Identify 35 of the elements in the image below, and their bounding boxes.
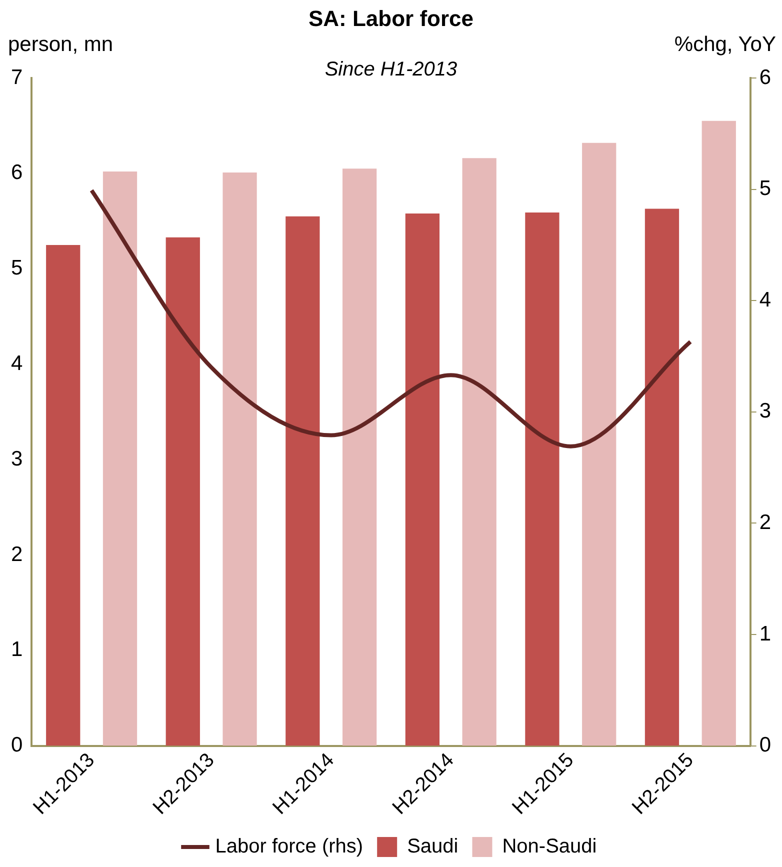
bar	[46, 244, 80, 746]
legend-label: Saudi	[407, 836, 458, 858]
y-tick-label: 5	[10, 256, 23, 280]
bar	[166, 237, 200, 746]
bar	[702, 120, 736, 746]
bar	[405, 213, 440, 746]
y-tick-label: 2	[10, 542, 23, 566]
bar	[342, 168, 377, 746]
bar	[644, 208, 680, 746]
y2-tick-label: 6	[759, 66, 772, 89]
y2-tick-label: 4	[759, 288, 772, 312]
y-axis-title: person, mn	[8, 32, 114, 56]
bar	[286, 216, 320, 746]
y-tick-label: 4	[10, 352, 23, 375]
y-tick-label: 0	[10, 734, 23, 757]
y-tick-label: 1	[10, 638, 23, 662]
legend-label: Labor force (rhs)	[215, 836, 364, 858]
bar	[525, 212, 560, 746]
y2-tick-label: 1	[759, 622, 772, 646]
y2-tick-label: 3	[759, 400, 772, 423]
y-tick-label: 3	[10, 447, 23, 470]
y2-tick-label: 5	[759, 177, 772, 200]
y-tick-label: 6	[10, 161, 23, 184]
y2-tick-label: 2	[759, 510, 772, 534]
y2-tick-label: 0	[759, 734, 772, 757]
y-tick-label: 7	[10, 66, 23, 89]
bar	[102, 171, 138, 746]
bar	[582, 142, 616, 746]
bar	[222, 172, 257, 746]
y2-axis-title: %chg, YoY	[674, 32, 776, 56]
chart-title: SA: Labor force	[308, 6, 474, 32]
line-series	[90, 188, 692, 448]
legend-label: Non-Saudi	[502, 836, 597, 858]
chart-subtitle: Since H1-2013	[324, 58, 458, 81]
bar	[462, 158, 496, 746]
